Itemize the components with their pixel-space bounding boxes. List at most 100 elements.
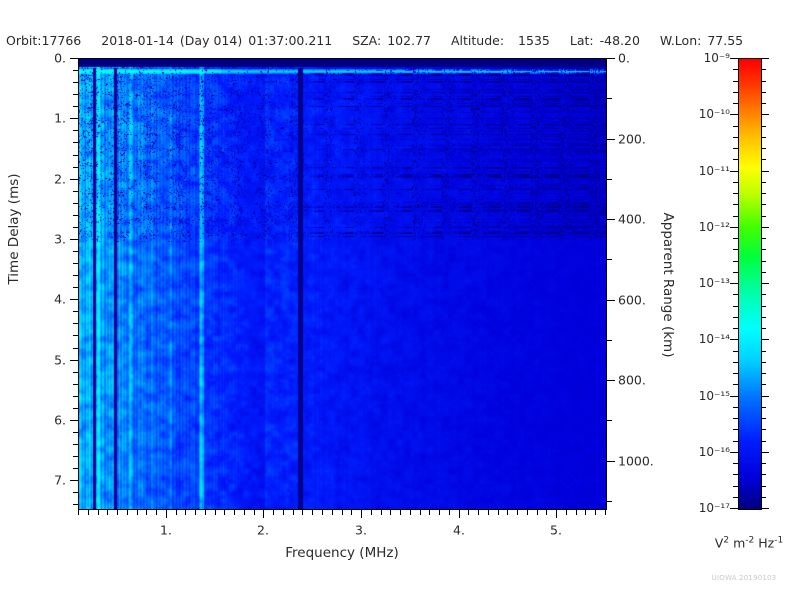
- tick-mark: [761, 193, 766, 194]
- tick-mark: [761, 137, 766, 138]
- tick-mark: [733, 362, 738, 363]
- tick-mark: [761, 227, 769, 228]
- tick-mark: [146, 510, 147, 515]
- tick-mark: [73, 492, 78, 493]
- tick-mark: [244, 510, 245, 515]
- tick-mark: [127, 510, 128, 515]
- colorbar-unit-label: V2 m-2 Hz-1: [715, 535, 783, 550]
- unit-v: V: [714, 535, 724, 551]
- x-axis-title: Frequency (MHz): [285, 545, 399, 561]
- tick-mark: [761, 238, 766, 239]
- tick-mark: [73, 468, 78, 469]
- tick-mark: [73, 504, 78, 505]
- tick-mark: [234, 510, 235, 515]
- colorbar-tick-label: 10⁻¹³: [698, 276, 730, 290]
- tick-mark: [761, 463, 766, 464]
- tick-mark: [761, 159, 766, 160]
- tick-mark: [73, 311, 78, 312]
- tick-mark: [607, 380, 615, 381]
- tick-mark: [761, 351, 766, 352]
- y-axis-left-title: Time Delay (ms): [6, 173, 22, 285]
- tick-mark: [733, 328, 738, 329]
- tick-mark: [73, 155, 78, 156]
- tick-mark: [733, 351, 738, 352]
- tick-mark: [761, 261, 766, 262]
- tick-mark: [73, 227, 78, 228]
- colorbar-gradient: [739, 59, 761, 509]
- tick-mark: [607, 340, 612, 341]
- tick-mark: [607, 259, 612, 260]
- tick-mark: [761, 283, 769, 284]
- tick-mark: [761, 272, 766, 273]
- tick-mark: [733, 182, 738, 183]
- tick-mark: [73, 372, 78, 373]
- tick-mark: [761, 103, 766, 104]
- tick-label: 0.: [618, 50, 630, 66]
- tick-mark: [607, 58, 615, 59]
- colorbar-tick-label: 10⁻¹⁵: [698, 389, 730, 403]
- tick-mark: [195, 510, 196, 515]
- tick-mark: [733, 497, 738, 498]
- tick-mark: [73, 444, 78, 445]
- tick-mark: [176, 510, 177, 515]
- tick-mark: [733, 249, 738, 250]
- tick-mark: [761, 216, 766, 217]
- tick-mark: [107, 510, 108, 515]
- tick-label: 4.: [453, 522, 465, 538]
- tick-mark: [733, 92, 738, 93]
- tick-mark: [730, 508, 738, 509]
- tick-mark: [73, 191, 78, 192]
- tick-mark: [73, 82, 78, 83]
- tick-mark: [70, 299, 78, 300]
- tick-mark: [607, 501, 612, 502]
- tick-mark: [595, 510, 596, 515]
- tick-mark: [607, 461, 615, 462]
- tick-mark: [400, 510, 401, 515]
- observation-time: 01:37:00.211: [248, 32, 333, 48]
- colorbar-tick-label: 10⁻¹⁶: [698, 445, 730, 459]
- unit-m-exp: -2: [745, 535, 755, 546]
- tick-mark: [761, 182, 766, 183]
- tick-mark: [70, 118, 78, 119]
- tick-mark: [730, 452, 738, 453]
- tick-mark: [761, 58, 769, 59]
- tick-label: 3.: [355, 522, 367, 538]
- tick-label: 1000.: [618, 453, 654, 469]
- tick-mark: [488, 510, 489, 515]
- tick-mark: [70, 420, 78, 421]
- wlon-value: 77.55: [707, 32, 744, 48]
- tick-mark: [733, 148, 738, 149]
- tick-label: 5.: [54, 352, 66, 368]
- tick-mark: [73, 335, 78, 336]
- colorbar-tick-label: 10⁻¹¹: [698, 164, 730, 178]
- wlon-label: W.Lon:: [659, 32, 702, 48]
- tick-mark: [73, 396, 78, 397]
- tick-mark: [761, 339, 769, 340]
- tick-label: 200.: [618, 131, 646, 147]
- tick-mark: [70, 179, 78, 180]
- tick-mark: [361, 510, 362, 518]
- tick-label: 5.: [550, 522, 562, 538]
- tick-mark: [761, 126, 766, 127]
- tick-mark: [73, 456, 78, 457]
- y-axis-right-title: Apparent Range (km): [660, 212, 676, 358]
- tick-mark: [733, 407, 738, 408]
- tick-mark: [70, 58, 78, 59]
- tick-mark: [73, 251, 78, 252]
- day-of-year: (Day 014): [179, 32, 243, 48]
- tick-label: 7.: [54, 472, 66, 488]
- tick-mark: [761, 396, 769, 397]
- tick-mark: [730, 58, 738, 59]
- tick-mark: [390, 510, 391, 515]
- tick-mark: [439, 510, 440, 515]
- tick-mark: [576, 510, 577, 515]
- tick-mark: [507, 510, 508, 515]
- tick-mark: [566, 510, 567, 515]
- tick-mark: [322, 510, 323, 515]
- tick-mark: [70, 480, 78, 481]
- tick-mark: [730, 283, 738, 284]
- tick-mark: [733, 126, 738, 127]
- tick-mark: [73, 384, 78, 385]
- tick-mark: [605, 510, 606, 515]
- tick-mark: [607, 98, 612, 99]
